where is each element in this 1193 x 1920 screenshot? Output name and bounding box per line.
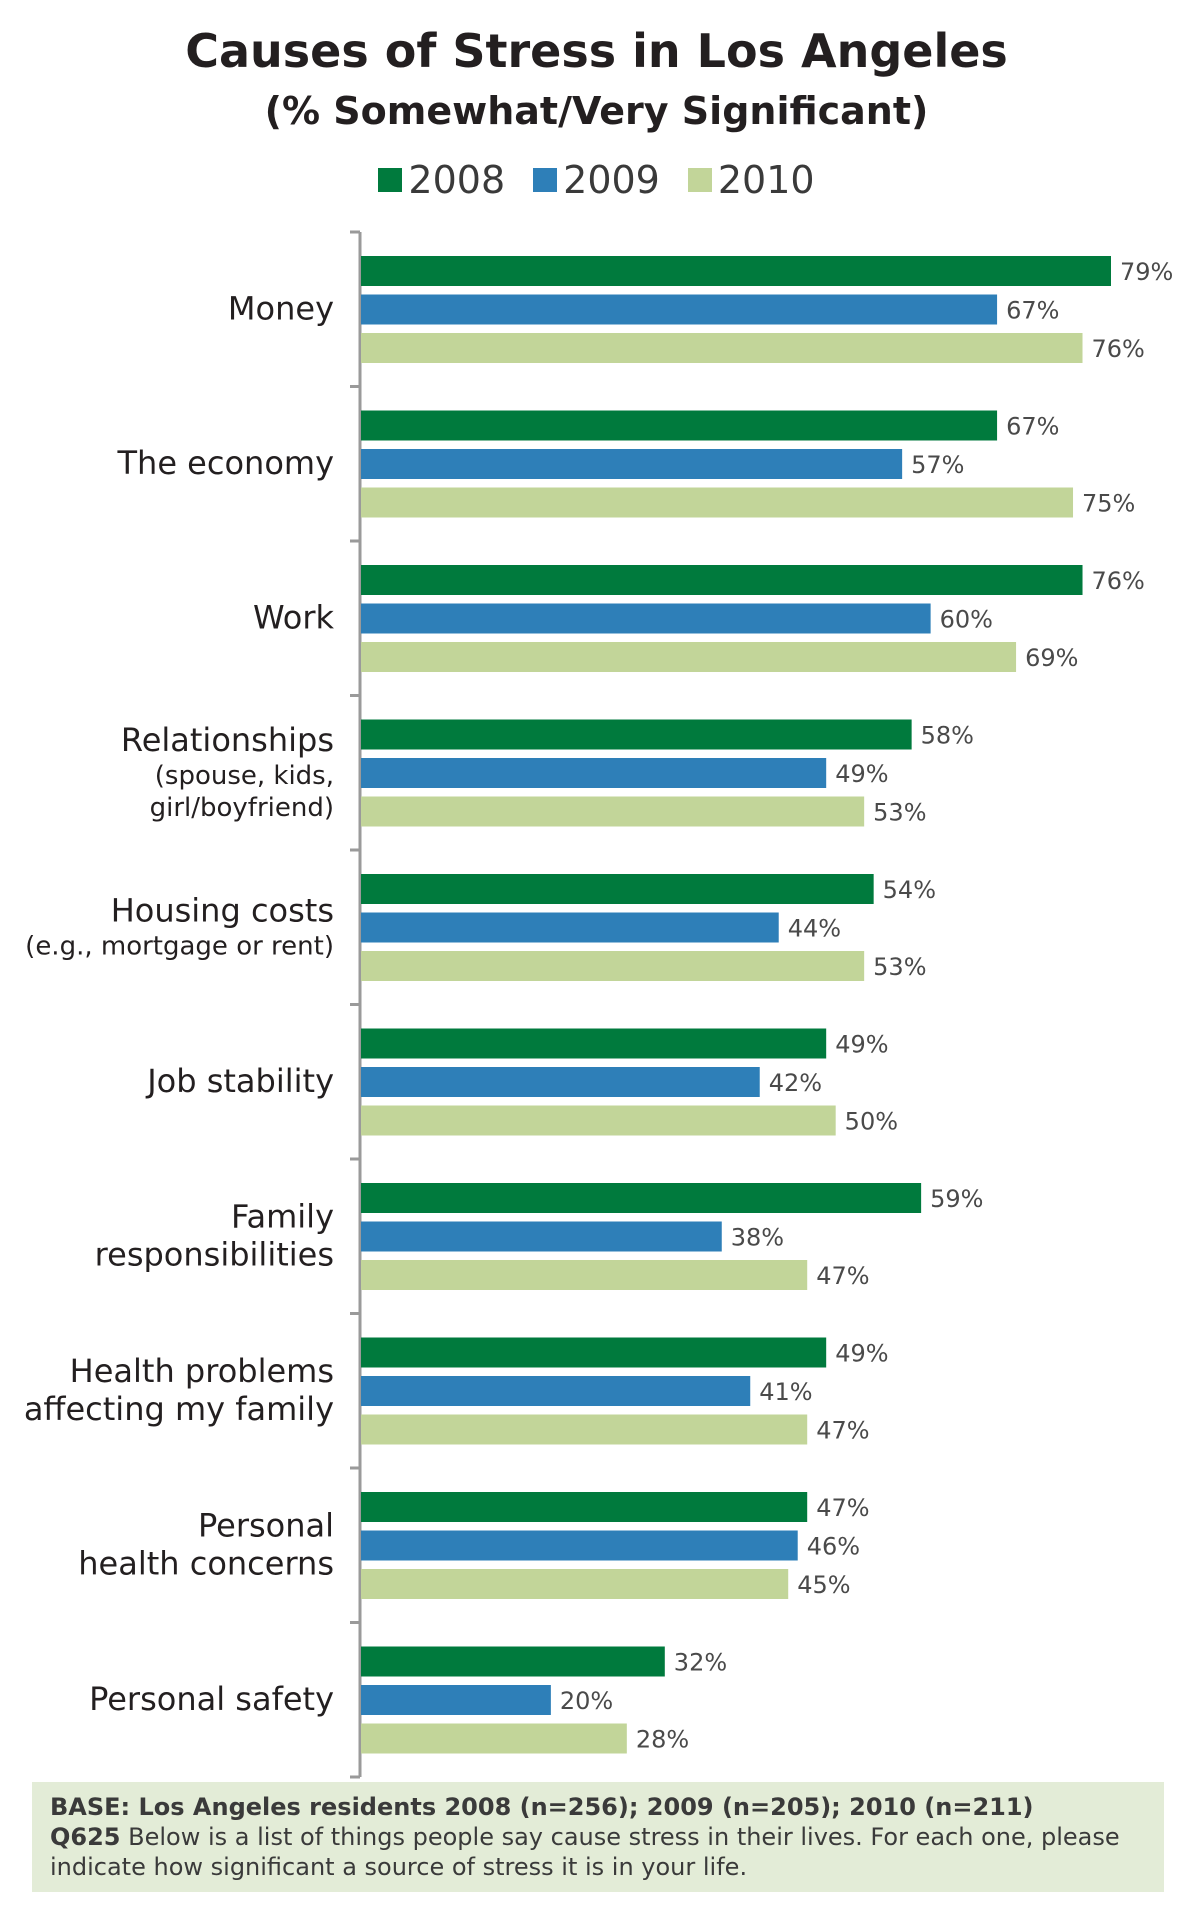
data-label-health-problems-affecting-my-family-2009: 41% bbox=[759, 1378, 812, 1406]
data-label-housing-costs-2009: 44% bbox=[788, 915, 841, 943]
bar-housing-costs-2008 bbox=[361, 874, 874, 904]
bar-family-responsibilities-2009 bbox=[361, 1221, 722, 1252]
category-label-the-economy-0: The economy bbox=[116, 444, 334, 482]
data-label-personal-safety-2010: 28% bbox=[636, 1726, 689, 1754]
footnote-question-text: Below is a list of things people say cau… bbox=[50, 1823, 1120, 1881]
data-label-personal-safety-2009: 20% bbox=[560, 1687, 613, 1715]
bar-relationships-2009 bbox=[361, 758, 827, 788]
data-label-work-2009: 60% bbox=[940, 606, 993, 634]
legend-swatch-2009 bbox=[533, 168, 558, 192]
category-sublabel-relationships-1: (spouse, kids, bbox=[155, 761, 334, 791]
legend-item-2009: 2009 bbox=[533, 158, 660, 202]
category-sublabel-relationships-2: girl/boyfriend) bbox=[150, 793, 334, 823]
bar-money-2008 bbox=[361, 256, 1111, 286]
chart-legend: 2008 2009 2010 bbox=[0, 158, 1193, 202]
legend-item-2008: 2008 bbox=[378, 158, 505, 202]
bar-family-responsibilities-2008 bbox=[361, 1183, 922, 1213]
bar-chart: 79% 67% 76% Money 67% 57% 75% The economy 76% 60%… bbox=[24, 230, 1173, 1779]
data-label-relationships-2010: 53% bbox=[873, 799, 926, 827]
data-label-job-stability-2009: 42% bbox=[769, 1069, 822, 1097]
legend-item-2010: 2010 bbox=[687, 158, 815, 202]
category-label-job-stability-0: Job stability bbox=[145, 1062, 334, 1100]
bar-the-economy-2010 bbox=[361, 487, 1074, 518]
bar-job-stability-2009 bbox=[361, 1067, 760, 1097]
category-label-money-0: Money bbox=[228, 289, 334, 327]
bar-health-problems-affecting-my-family-2008 bbox=[361, 1337, 827, 1368]
chart-subtitle: (% Somewhat/Very Significant) bbox=[264, 89, 929, 133]
data-label-housing-costs-2010: 53% bbox=[873, 953, 926, 981]
data-label-personal-health-concerns-2008: 47% bbox=[816, 1494, 869, 1522]
bar-housing-costs-2010 bbox=[361, 951, 865, 981]
category-label-housing-costs-0: Housing costs bbox=[111, 891, 334, 929]
chart-title: Causes of Stress in Los Angeles bbox=[185, 24, 1008, 78]
bar-work-2008 bbox=[361, 565, 1083, 595]
bar-job-stability-2010 bbox=[361, 1105, 836, 1136]
category-label-personal-health-concerns-0: Personal bbox=[198, 1506, 334, 1544]
data-label-personal-health-concerns-2010: 45% bbox=[797, 1571, 850, 1599]
category-label-personal-safety-0: Personal safety bbox=[89, 1680, 334, 1718]
data-label-family-responsibilities-2008: 59% bbox=[930, 1185, 983, 1213]
data-label-the-economy-2009: 57% bbox=[911, 451, 964, 479]
category-label-relationships-0: Relationships bbox=[121, 721, 334, 759]
bar-money-2010 bbox=[361, 333, 1083, 363]
category-label-work-0: Work bbox=[253, 598, 335, 636]
bar-personal-health-concerns-2009 bbox=[361, 1530, 798, 1561]
data-label-health-problems-affecting-my-family-2010: 47% bbox=[816, 1417, 869, 1445]
category-label-health-problems-affecting-my-family-1: affecting my family bbox=[24, 1390, 334, 1428]
bar-personal-safety-2009 bbox=[361, 1685, 551, 1715]
legend-label-2010: 2010 bbox=[717, 158, 815, 202]
footnote-box: BASE: Los Angeles residents 2008 (n=256)… bbox=[32, 1782, 1164, 1892]
data-label-housing-costs-2008: 54% bbox=[883, 876, 936, 904]
footnote-question-id: Q625 bbox=[50, 1823, 121, 1851]
data-label-work-2010: 69% bbox=[1025, 644, 1078, 672]
bar-personal-safety-2010 bbox=[361, 1723, 627, 1754]
legend-label-2009: 2009 bbox=[563, 158, 660, 202]
bar-job-stability-2008 bbox=[361, 1028, 827, 1059]
bar-personal-safety-2008 bbox=[361, 1646, 665, 1677]
bar-the-economy-2009 bbox=[361, 449, 903, 479]
bar-relationships-2008 bbox=[361, 719, 912, 750]
bar-the-economy-2008 bbox=[361, 410, 998, 441]
data-label-money-2008: 79% bbox=[1120, 258, 1173, 286]
data-label-the-economy-2010: 75% bbox=[1082, 490, 1135, 518]
data-label-work-2008: 76% bbox=[1092, 567, 1145, 595]
data-label-family-responsibilities-2009: 38% bbox=[731, 1224, 784, 1252]
data-label-health-problems-affecting-my-family-2008: 49% bbox=[835, 1340, 888, 1368]
category-label-personal-health-concerns-1: health concerns bbox=[78, 1544, 334, 1582]
data-label-the-economy-2008: 67% bbox=[1006, 413, 1059, 441]
legend-swatch-2010 bbox=[687, 168, 712, 192]
data-label-money-2009: 67% bbox=[1006, 297, 1059, 325]
bar-money-2009 bbox=[361, 294, 998, 325]
data-label-family-responsibilities-2010: 47% bbox=[816, 1262, 869, 1290]
data-label-job-stability-2010: 50% bbox=[845, 1108, 898, 1136]
data-label-personal-health-concerns-2009: 46% bbox=[807, 1533, 860, 1561]
bar-health-problems-affecting-my-family-2010 bbox=[361, 1414, 808, 1445]
bar-health-problems-affecting-my-family-2009 bbox=[361, 1376, 751, 1406]
bar-personal-health-concerns-2010 bbox=[361, 1569, 789, 1599]
data-label-relationships-2009: 49% bbox=[835, 760, 888, 788]
category-label-family-responsibilities-1: responsibilities bbox=[95, 1235, 334, 1273]
bar-work-2010 bbox=[361, 642, 1017, 672]
data-label-relationships-2008: 58% bbox=[921, 722, 974, 750]
data-label-personal-safety-2008: 32% bbox=[674, 1649, 727, 1677]
footnote-base: BASE: Los Angeles residents 2008 (n=256)… bbox=[50, 1793, 1034, 1821]
bar-personal-health-concerns-2008 bbox=[361, 1492, 808, 1522]
category-label-health-problems-affecting-my-family-0: Health problems bbox=[70, 1352, 334, 1390]
data-label-money-2010: 76% bbox=[1092, 335, 1145, 363]
bar-housing-costs-2009 bbox=[361, 912, 779, 943]
legend-label-2008: 2008 bbox=[408, 158, 506, 202]
bar-work-2009 bbox=[361, 603, 931, 634]
data-label-job-stability-2008: 49% bbox=[835, 1031, 888, 1059]
bar-relationships-2010 bbox=[361, 796, 865, 827]
bar-family-responsibilities-2010 bbox=[361, 1260, 808, 1290]
category-label-family-responsibilities-0: Family bbox=[231, 1197, 334, 1235]
legend-swatch-2008 bbox=[378, 168, 403, 192]
chart-title-block: Causes of Stress in Los Angeles (% Somew… bbox=[0, 22, 1193, 140]
category-sublabel-housing-costs-1: (e.g., mortgage or rent) bbox=[25, 931, 334, 961]
footnote-question: Q625 Below is a list of things people sa… bbox=[50, 1822, 1146, 1882]
